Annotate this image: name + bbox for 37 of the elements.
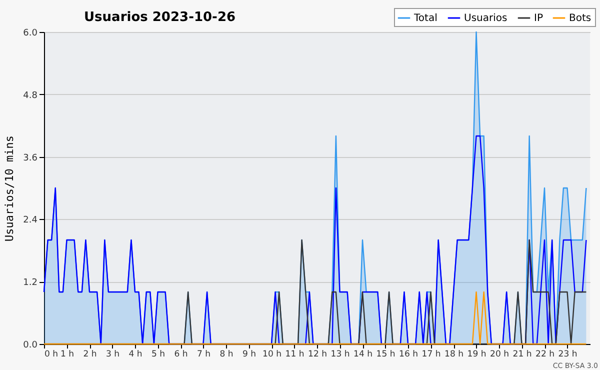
legend-label: Bots xyxy=(569,13,592,24)
y-tick-label: 0.0 xyxy=(23,340,38,350)
x-tick-label: 20 h xyxy=(490,350,509,360)
x-tick-label: 21 h xyxy=(512,350,532,360)
x-tick-label: 19 h xyxy=(467,350,486,360)
x-tick-label: 22 h xyxy=(536,350,554,360)
x-tick-label: 13 h xyxy=(330,350,350,360)
y-axis-title: Usuarios/10 mins xyxy=(3,136,16,242)
x-tick-label: 0 h xyxy=(44,350,58,360)
x-tick-label: 9 h xyxy=(242,350,256,360)
y-tick-label: 1.2 xyxy=(23,278,38,288)
legend-label: Usuarios xyxy=(464,13,508,24)
x-tick-label: 3 h xyxy=(106,350,120,360)
x-tick-label: 7 h xyxy=(197,350,210,360)
x-tick-label: 11 h xyxy=(285,350,304,360)
x-tick-label: 23 h xyxy=(558,350,578,360)
legend-label: IP xyxy=(534,13,543,24)
x-tick-label: 6 h xyxy=(174,350,188,360)
y-tick-label: 2.4 xyxy=(23,216,38,226)
y-tick-label: 4.8 xyxy=(23,90,38,101)
x-tick-label: 8 h xyxy=(220,350,234,360)
x-tick-label: 14 h xyxy=(354,350,372,360)
chart-title: Usuarios 2023-10-26 xyxy=(84,10,236,25)
legend-label: Total xyxy=(413,13,438,24)
y-tick-label: 3.6 xyxy=(23,153,38,164)
y-tick-label: 6.0 xyxy=(23,28,38,38)
x-tick-label: 10 h xyxy=(262,350,282,360)
x-tick-label: 12 h xyxy=(308,350,327,360)
x-tick-label: 2 h xyxy=(83,350,97,360)
x-tick-label: 4 h xyxy=(128,350,142,360)
x-tick-label: 18 h xyxy=(444,350,464,360)
x-tick-label: 1 h xyxy=(60,350,74,360)
x-tick-label: 17 h xyxy=(422,350,441,360)
line-series xyxy=(43,135,587,345)
x-tick-label: 15 h xyxy=(376,350,396,360)
x-tick-label: 16 h xyxy=(399,350,418,360)
x-tick-label: 5 h xyxy=(152,350,165,360)
